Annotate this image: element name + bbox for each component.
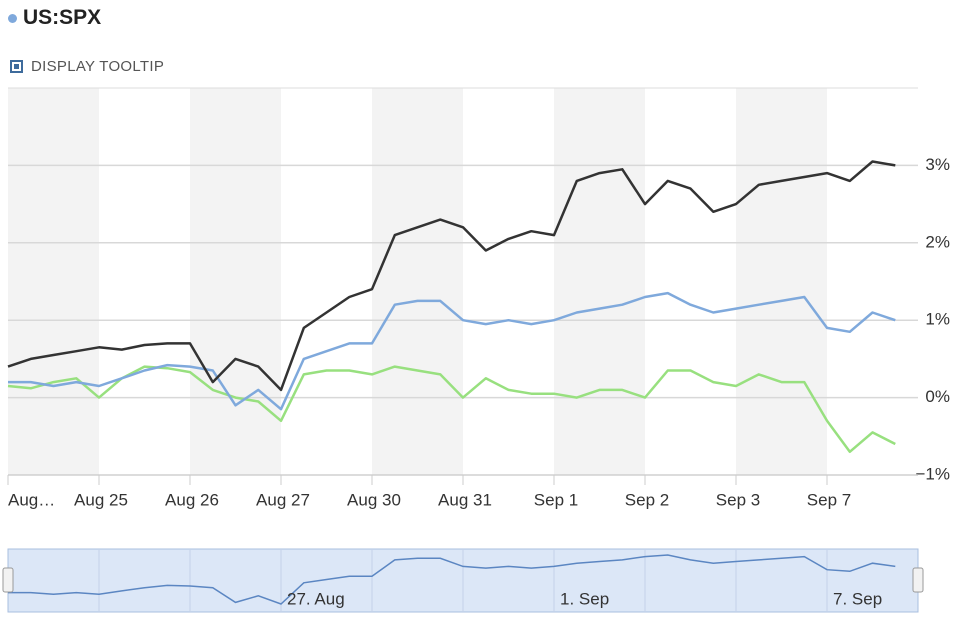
- legend-label: US:SPX: [23, 6, 102, 29]
- x-tick-label: Aug 27: [256, 490, 310, 509]
- x-tick-label: Aug…: [8, 490, 55, 509]
- y-tick-label: 2%: [925, 232, 950, 251]
- x-tick-label: Aug 25: [74, 490, 128, 509]
- y-tick-label: −1%: [916, 464, 951, 483]
- tooltip-toggle[interactable]: DISPLAY TOOLTIP: [10, 58, 164, 75]
- x-tick-label: Sep 3: [716, 490, 760, 509]
- checkbox[interactable]: [10, 60, 23, 73]
- day-band: [554, 88, 645, 475]
- series-line: [7, 160, 896, 392]
- navigator-handle[interactable]: [2, 567, 14, 593]
- day-band: [372, 88, 463, 475]
- navigator-label: 1. Sep: [560, 589, 609, 608]
- x-tick-label: Sep 2: [625, 490, 669, 509]
- x-tick-label: Aug 30: [347, 490, 401, 509]
- y-tick-label: 1%: [925, 310, 950, 329]
- x-tick-label: Sep 1: [534, 490, 578, 509]
- tooltip-label: DISPLAY TOOLTIP: [31, 58, 165, 75]
- day-band: [8, 88, 99, 475]
- navigator-handle[interactable]: [912, 567, 924, 593]
- x-tick-label: Aug 26: [165, 490, 219, 509]
- title: US:SPX: [8, 6, 101, 30]
- navigator-line: [8, 554, 896, 605]
- navigator-label: 27. Aug: [287, 589, 345, 608]
- series-line: [8, 291, 896, 411]
- x-tick-label: Sep 7: [807, 490, 851, 509]
- y-tick-label: 0%: [925, 387, 950, 406]
- day-band: [736, 88, 827, 475]
- header: US:SPX DISPLAY TOOLTIP: [0, 0, 959, 88]
- legend-dot: [8, 13, 17, 23]
- navigator-label: 7. Sep: [833, 589, 882, 608]
- day-band: [190, 88, 281, 475]
- x-tick-label: Aug 31: [438, 490, 492, 509]
- y-tick-label: 3%: [925, 155, 950, 174]
